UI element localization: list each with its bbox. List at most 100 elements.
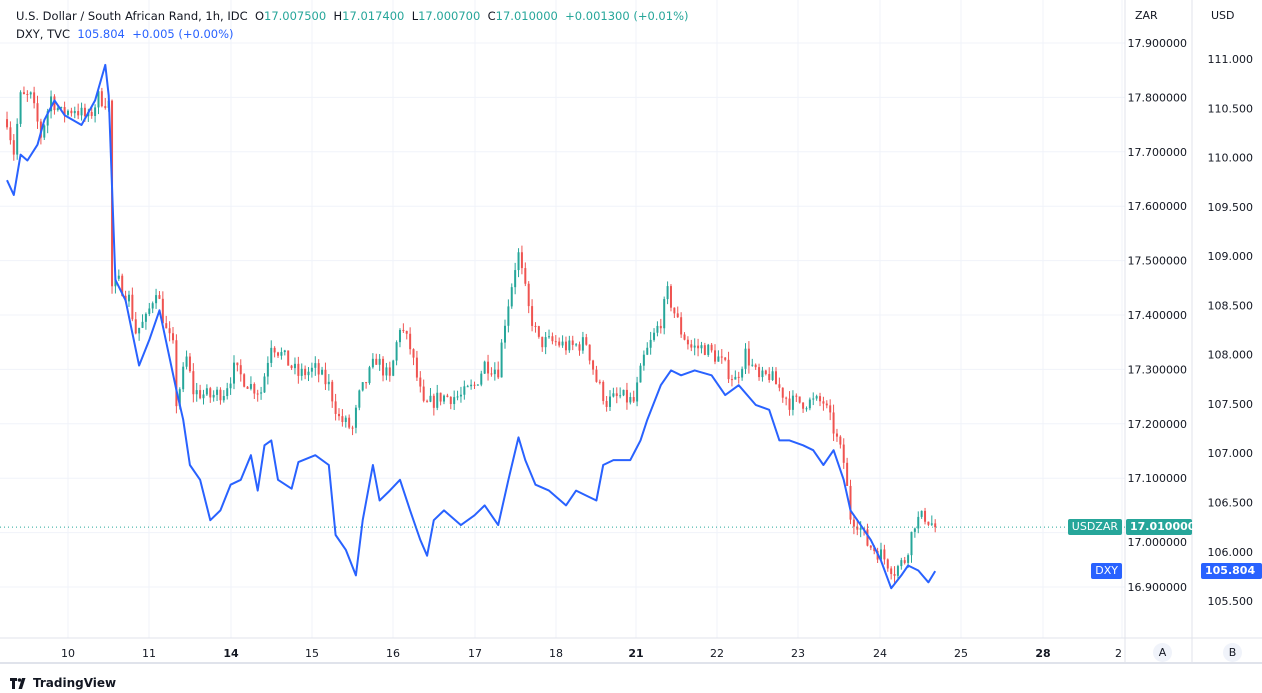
candle-body [422, 386, 425, 401]
candle-body [524, 268, 527, 284]
candle-body [588, 344, 591, 361]
candle-body [446, 395, 449, 397]
candle-body [249, 384, 252, 389]
candle-body [287, 350, 290, 366]
candle-body [710, 344, 713, 351]
candle-body [236, 362, 239, 366]
candle-body [849, 485, 852, 520]
candle-body [903, 560, 906, 563]
candle-body [771, 371, 774, 380]
candle-body [703, 345, 706, 355]
candle-body [869, 545, 872, 548]
candle-body [368, 367, 371, 384]
overlay-change: +0.005 (+0.00%) [132, 27, 234, 41]
candle-body [131, 294, 134, 320]
time-tick-label: 22 [710, 647, 724, 660]
candle-body [470, 384, 473, 387]
candle-body [270, 347, 273, 363]
candle-body [127, 294, 130, 302]
time-tick-label: 16 [386, 647, 400, 660]
candle-body [632, 397, 635, 402]
candle-body [534, 325, 537, 327]
candle-body [155, 295, 158, 304]
candle-body [188, 356, 191, 372]
candle-body [351, 427, 354, 429]
candle-body [466, 386, 469, 388]
candle-body [822, 401, 825, 404]
candle-body [795, 395, 798, 397]
dxy-symbol-tag: DXY [1091, 563, 1122, 579]
candle-body [449, 396, 452, 405]
time-tick-label: 28 [1035, 647, 1050, 660]
candle-body [67, 110, 69, 115]
candle-body [473, 384, 476, 386]
candle-body [856, 526, 859, 530]
zar-tick-label: 17.000000 [1128, 536, 1188, 549]
candle-body [581, 337, 584, 351]
candle-body [402, 329, 405, 332]
candle-body [815, 396, 818, 399]
candle-body [26, 94, 29, 96]
candle-body [114, 278, 117, 287]
candle-body [9, 127, 12, 141]
usd-unit-label: USD [1211, 9, 1235, 22]
time-tick-label: 11 [142, 647, 156, 660]
candle-body [636, 382, 639, 402]
time-tick-label: 2 [1115, 647, 1122, 660]
low-label: L [411, 9, 419, 23]
candle-body [829, 405, 832, 413]
candle-body [764, 370, 767, 375]
candle-body [348, 417, 351, 428]
candle-body [568, 340, 571, 351]
tradingview-logo[interactable]: TradingView [10, 676, 116, 690]
candle-body [304, 368, 307, 376]
candle-body [456, 396, 459, 398]
candle-body [199, 390, 202, 399]
zar-tick-label: 17.100000 [1128, 472, 1188, 485]
overlay-value: 105.804 [77, 27, 125, 41]
candle-body [859, 528, 862, 530]
time-tick-label: 18 [549, 647, 563, 660]
auto-scale-button-b[interactable]: B [1223, 643, 1242, 662]
candle-body [852, 519, 855, 527]
candle-body [602, 381, 605, 401]
usd-tick-label: 108.000 [1208, 349, 1254, 362]
candle-body [426, 400, 429, 402]
candle-body [321, 369, 324, 375]
usd-tick-label: 106.500 [1208, 496, 1254, 509]
candle-body [375, 358, 378, 365]
candle-body [436, 392, 439, 408]
candle-body [219, 389, 222, 401]
dxy-line [6, 63, 937, 590]
candle-body [819, 396, 822, 402]
candle-body [22, 92, 25, 95]
candle-body [297, 363, 300, 376]
candle-body [629, 397, 632, 403]
auto-scale-button-a[interactable]: A [1153, 643, 1172, 662]
candle-body [595, 369, 598, 382]
candle-body [263, 376, 266, 393]
candle-body [50, 96, 53, 112]
candle-body [835, 433, 838, 437]
candle-body [382, 358, 385, 376]
candle-body [778, 384, 781, 388]
candle-body [758, 367, 761, 378]
change-value: +0.001300 (+0.01%) [565, 9, 689, 23]
candle-body [714, 350, 717, 362]
candle-body [212, 394, 215, 398]
candle-body [459, 394, 462, 397]
time-tick-label: 15 [305, 647, 319, 660]
candle-body [70, 110, 73, 114]
candle-body [927, 521, 930, 525]
candle-body [409, 333, 412, 350]
candle-body [825, 403, 828, 406]
candle-body [890, 568, 893, 575]
candle-body [388, 367, 391, 376]
zar-tick-label: 17.800000 [1128, 91, 1188, 104]
candle-body [453, 397, 456, 405]
usd-tick-label: 110.000 [1208, 152, 1254, 165]
candle-body [144, 313, 147, 322]
candle-body [642, 354, 645, 366]
candle-body [178, 389, 181, 407]
